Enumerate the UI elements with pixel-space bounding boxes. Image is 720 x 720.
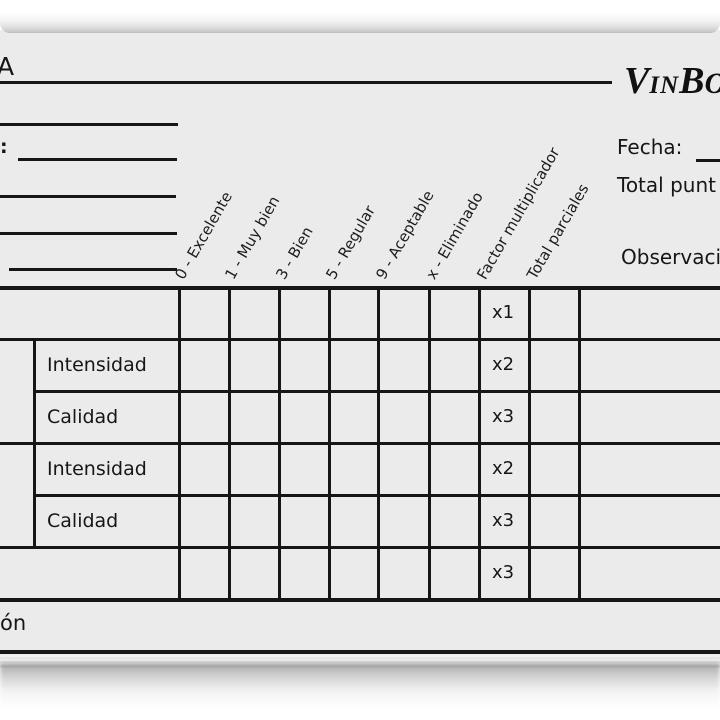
title-rule [0, 81, 612, 84]
brand-logo-smallcaps-2: O [705, 67, 720, 100]
factor-cell-row-3: x3 [491, 406, 515, 427]
title-fragment: A [0, 52, 15, 81]
total-puntos-label: Total punt [617, 173, 716, 197]
table-border-bottom [0, 598, 720, 602]
factor-cell-row-4: x2 [491, 458, 515, 479]
field-line-4 [0, 232, 177, 235]
page-curl-top [0, 0, 720, 33]
field-line-2 [18, 158, 177, 161]
field-line-3 [0, 195, 176, 198]
row-label-calidad-2: Calidad [47, 510, 119, 532]
field-colon: : [0, 136, 8, 158]
row-label-intensidad-2: Intensidad [47, 458, 147, 480]
observaciones-label: Observaci [621, 245, 720, 269]
column-header-muy-bien: 1 - Muy bien [221, 192, 284, 283]
footer-rule [0, 650, 720, 654]
table-hline-2 [33, 390, 720, 393]
column-header-bien: 3 - Bien [272, 223, 317, 283]
table-hline-1 [0, 338, 720, 341]
brand-logo-initial-2: B [679, 60, 705, 102]
paper-sheet [0, 30, 720, 668]
table-hline-4 [33, 494, 720, 497]
table-hline-5 [0, 546, 720, 549]
fecha-label: Fecha: [617, 135, 683, 159]
footer-fragment: ón [0, 611, 27, 635]
factor-cell-row-2: x2 [491, 354, 515, 375]
row-label-calidad-1: Calidad [47, 406, 119, 428]
fecha-line [696, 159, 720, 162]
table-hline-3 [0, 442, 720, 445]
factor-cell-row-5: x3 [491, 510, 515, 531]
field-line-1 [0, 123, 178, 126]
factor-cell-row-6: x3 [491, 562, 515, 583]
pad-bottom-shadow [0, 663, 720, 713]
table-border-top [0, 286, 720, 290]
brand-logo-initial-1: V [624, 60, 650, 102]
factor-cell-row-1: x1 [491, 302, 515, 323]
field-line-5 [9, 268, 177, 271]
brand-logo-smallcaps-1: IN [649, 72, 680, 99]
column-header-regular: 5 - Regular [322, 202, 379, 283]
brand-logo: VINBO [624, 62, 720, 101]
row-label-intensidad-1: Intensidad [47, 354, 147, 376]
score-column-headers: 0 - Excelente 1 - Muy bien 3 - Bien 5 - … [0, 0, 720, 284]
